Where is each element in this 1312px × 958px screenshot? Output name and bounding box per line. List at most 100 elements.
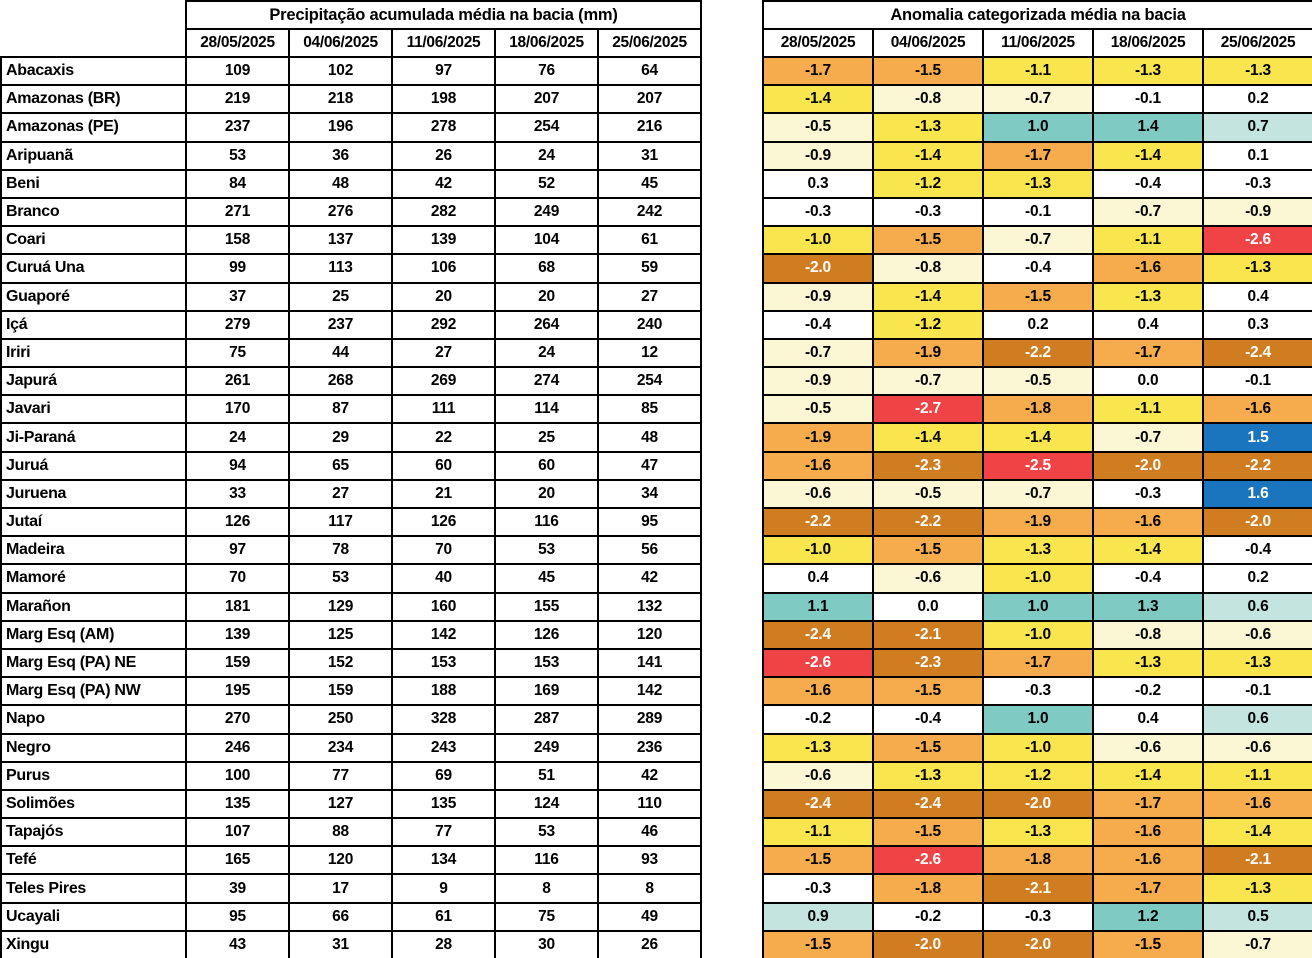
anomaly-cell: -1.3 [1092,281,1204,312]
anomaly-cell: -0.3 [982,901,1094,932]
anomaly-row: -2.4 -2.4 -2.0 -1.7 -1.6 [762,788,1312,820]
anomaly-row: -0.9 -1.4 -1.5 -1.3 0.4 [762,281,1312,312]
precip-row: Javari 170 87 111 114 85 [0,394,703,425]
anomaly-cell: -0.4 [762,309,874,340]
anomaly-cell: 0.4 [762,563,874,594]
anomaly-cell: -0.8 [872,84,984,115]
anomaly-cell: -2.5 [982,450,1094,481]
anomaly-cell: -1.6 [1092,506,1204,538]
date-header: 28/05/2025 [185,28,290,58]
precip-cell: 261 [185,366,290,397]
anomaly-row: -0.3 -0.3 -0.1 -0.7 -0.9 [762,196,1312,228]
corner-cell [1,1,186,57]
anomaly-cell: -0.4 [1201,535,1312,566]
basin-label: Guaporé [0,281,187,312]
anomaly-cell: -0.6 [1201,619,1312,650]
anomaly-row: -1.5 -2.6 -1.8 -1.6 -2.1 [762,845,1312,876]
precip-cell: 22 [391,422,496,453]
anomaly-cell: -1.6 [1201,394,1312,425]
anomaly-cell: -1.0 [762,535,874,566]
anomaly-cell: -1.4 [1092,140,1204,171]
anomaly-cell: -1.0 [762,225,874,256]
precip-cell: 42 [391,168,496,199]
anomaly-cell: -1.4 [1201,817,1312,848]
anomaly-cell: -0.7 [982,84,1094,115]
precip-row: Teles Pires 39 17 9 8 8 [0,873,703,904]
precip-cell: 51 [494,760,599,791]
anomaly-cell: -1.7 [1092,788,1204,820]
precip-cell: 27 [391,337,496,369]
precip-cell: 33 [185,478,290,510]
anomaly-cell: -1.1 [982,55,1094,87]
precip-cell: 60 [494,450,599,481]
precip-cell: 84 [185,168,290,199]
precip-cell: 8 [494,873,599,904]
anomaly-cell: 1.2 [1092,901,1204,932]
precip-cell: 65 [288,450,393,481]
precip-cell: 165 [185,845,290,876]
anomaly-cell: -1.3 [1201,873,1312,904]
anomaly-cell: -0.7 [982,225,1094,256]
precip-cell: 250 [288,704,393,735]
precip-cell: 111 [391,394,496,425]
precip-row: Juruena 33 27 21 20 34 [0,478,703,510]
precip-cell: 61 [596,225,703,256]
anomaly-row: -0.9 -1.4 -1.7 -1.4 0.1 [762,140,1312,171]
precip-cell: 31 [288,929,393,958]
anomaly-row: -0.5 -2.7 -1.8 -1.1 -1.6 [762,394,1312,425]
precip-cell: 40 [391,563,496,594]
anomaly-cell: -0.9 [762,281,874,312]
anomaly-row: -2.2 -2.2 -1.9 -1.6 -2.0 [762,506,1312,538]
anomaly-cell: -2.6 [762,647,874,679]
precip-cell: 26 [391,140,496,171]
anomaly-row: -1.0 -1.5 -0.7 -1.1 -2.6 [762,225,1312,256]
precip-cell: 70 [391,535,496,566]
basin-label: Napo [0,704,187,735]
anomaly-cell: -2.2 [762,506,874,538]
anomaly-row: -2.6 -2.3 -1.7 -1.3 -1.3 [762,647,1312,679]
precip-cell: 249 [494,196,599,228]
basin-label: Javari [0,394,187,425]
precip-cell: 75 [185,337,290,369]
precip-row: Xingu 43 31 28 30 26 [0,929,703,958]
precip-title: Precipitação acumulada média na bacia (m… [184,0,703,30]
precip-cell: 237 [288,309,393,340]
precip-cell: 44 [288,337,393,369]
precip-cell: 236 [596,732,703,763]
anomaly-cell: 0.9 [762,901,874,932]
anomaly-cell: -2.6 [1201,225,1312,256]
precip-cell: 69 [391,760,496,791]
anomaly-cell: -1.9 [872,337,984,369]
anomaly-cell: -0.9 [1201,196,1312,228]
precip-row: Guaporé 37 25 20 20 27 [0,281,703,312]
anomaly-cell: -1.6 [1201,788,1312,820]
precip-cell: 153 [391,647,496,679]
anomaly-row: -0.7 -1.9 -2.2 -1.7 -2.4 [762,337,1312,369]
precip-cell: 287 [494,704,599,735]
precip-cell: 27 [596,281,703,312]
anomaly-cell: 0.2 [1201,563,1312,594]
date-header: 18/06/2025 [1092,28,1204,58]
basin-label: Coari [0,225,187,256]
precip-cell: 28 [391,929,496,958]
anomaly-cell: -1.1 [1092,394,1204,425]
basin-label: Madeira [0,535,187,566]
anomaly-cell: -1.2 [982,760,1094,791]
anomaly-cell: -2.0 [762,253,874,284]
precip-row: Içá 279 237 292 264 240 [0,309,703,340]
anomaly-cell: -0.1 [1092,84,1204,115]
anomaly-row: -1.0 -1.5 -1.3 -1.4 -0.4 [762,535,1312,566]
anomaly-cell: -0.5 [982,366,1094,397]
anomaly-cell: 0.7 [1201,112,1312,143]
precip-row: Aripuanã 53 36 26 24 31 [0,140,703,171]
anomaly-cell: 1.4 [1092,112,1204,143]
anomaly-cell: -0.9 [762,366,874,397]
anomaly-cell: -0.6 [1201,732,1312,763]
anomaly-cell: -1.4 [982,422,1094,453]
anomaly-cell: -1.6 [762,676,874,707]
anomaly-cell: 1.0 [982,112,1094,143]
precip-cell: 135 [391,788,496,820]
anomaly-cell: 0.6 [1201,591,1312,622]
anomaly-cell: -1.8 [982,845,1094,876]
